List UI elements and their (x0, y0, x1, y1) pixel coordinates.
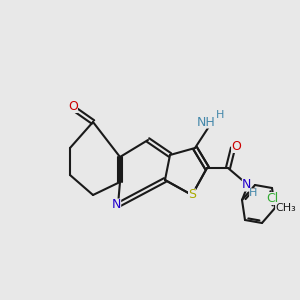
Text: H: H (215, 110, 224, 119)
Text: N: N (112, 199, 121, 212)
Text: NH: NH (197, 116, 216, 128)
Text: O: O (68, 100, 78, 113)
Text: S: S (188, 188, 196, 202)
Text: O: O (231, 140, 241, 153)
Text: CH₃: CH₃ (275, 203, 296, 213)
Text: N: N (242, 178, 251, 191)
Text: H: H (249, 188, 258, 198)
Text: Cl: Cl (266, 192, 278, 205)
